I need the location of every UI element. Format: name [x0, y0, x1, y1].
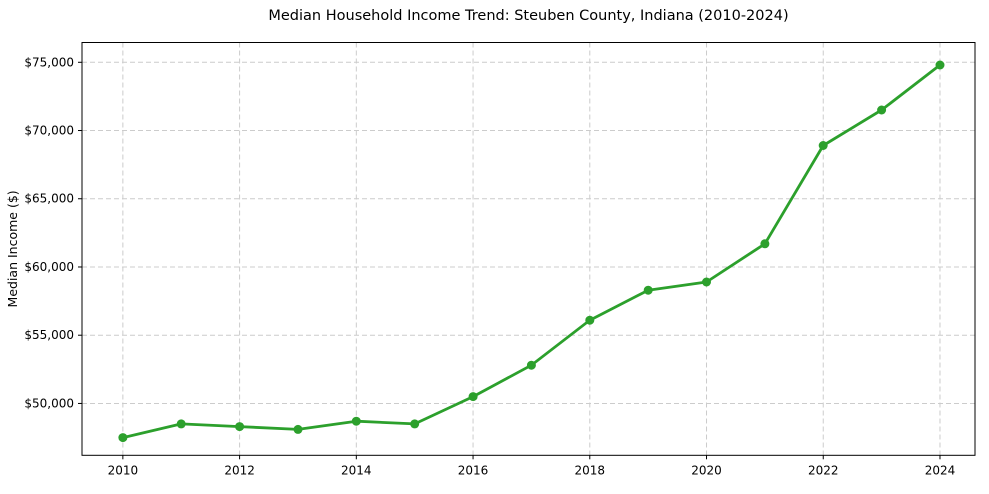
- y-tick-label: $75,000: [24, 55, 74, 69]
- data-point-marker: [293, 424, 303, 434]
- chart-title: Median Household Income Trend: Steuben C…: [268, 8, 788, 24]
- data-point-marker: [702, 277, 711, 287]
- x-tick-label: 2016: [458, 463, 489, 477]
- data-point-marker: [643, 285, 653, 295]
- y-tick-label: $70,000: [24, 124, 74, 138]
- data-point-marker: [760, 239, 770, 249]
- data-point-marker: [935, 60, 945, 70]
- x-tick-label: 2018: [575, 463, 606, 477]
- x-tick-label: 2020: [691, 463, 722, 477]
- gridlines-group: [82, 42, 975, 456]
- y-axis-label: Median Income ($): [5, 190, 20, 307]
- data-point-marker: [410, 419, 420, 429]
- data-point-marker: [585, 315, 595, 325]
- data-point-marker: [176, 419, 186, 429]
- data-point-marker: [118, 433, 128, 443]
- data-point-marker: [235, 422, 245, 432]
- y-tick-label: $60,000: [24, 260, 74, 274]
- tickmarks-group: [78, 61, 941, 460]
- y-tick-label: $55,000: [24, 328, 74, 342]
- x-tick-label: 2022: [808, 463, 839, 477]
- series-group: [118, 60, 945, 443]
- x-tick-label: 2024: [925, 463, 956, 477]
- y-tick-label: $50,000: [24, 396, 74, 410]
- y-tick-label: $65,000: [24, 192, 74, 206]
- data-point-marker: [468, 392, 478, 402]
- x-tick-label: 2010: [108, 463, 139, 477]
- plot-border: [81, 42, 976, 456]
- data-point-marker: [526, 360, 536, 370]
- x-tick-label: 2014: [341, 463, 372, 477]
- x-tick-label: 2012: [224, 463, 255, 477]
- data-point-marker: [818, 141, 828, 150]
- data-point-marker: [877, 105, 887, 115]
- tick-labels-group: $50,000 $55,000 $60,000 $65,000 $70,000 $75,0…: [24, 55, 955, 477]
- data-point-marker: [351, 416, 361, 426]
- series-line: [121, 63, 942, 440]
